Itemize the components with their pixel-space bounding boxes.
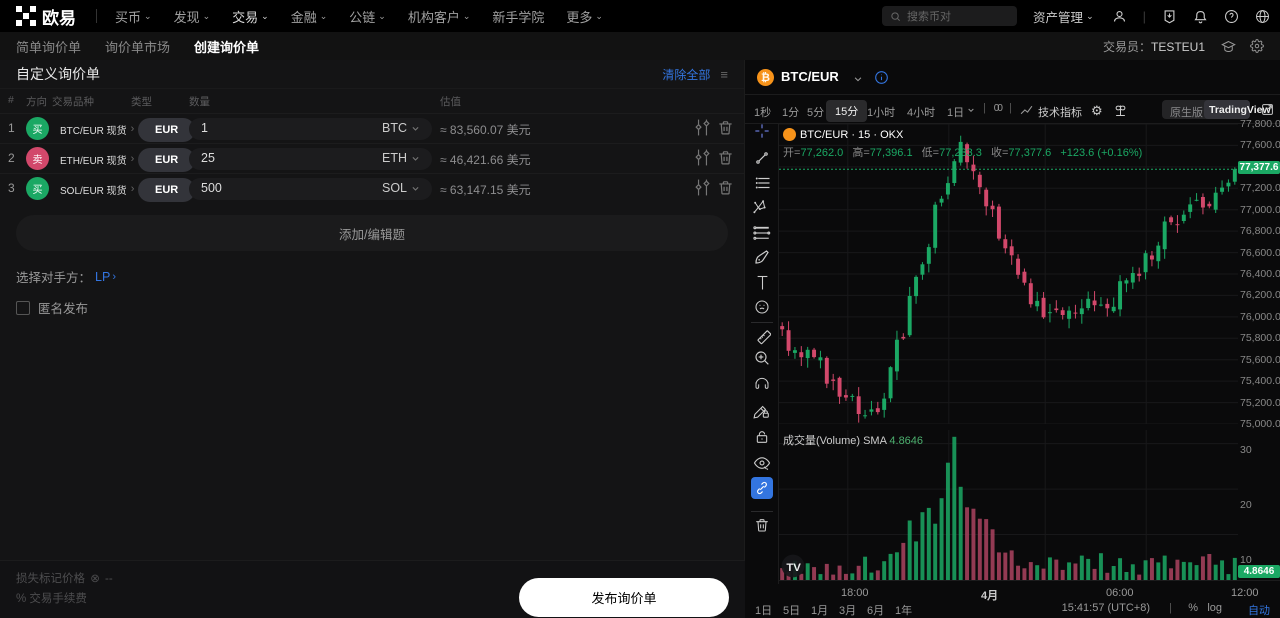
svg-text:TV: TV bbox=[786, 562, 801, 574]
